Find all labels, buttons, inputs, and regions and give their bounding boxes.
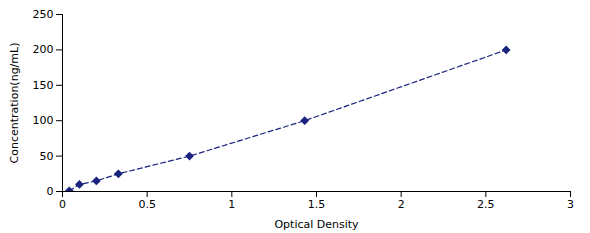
svg-text:50: 50: [40, 150, 54, 163]
svg-text:2: 2: [398, 198, 405, 211]
svg-text:150: 150: [33, 79, 54, 92]
svg-text:250: 250: [33, 8, 54, 21]
svg-text:0: 0: [59, 198, 66, 211]
svg-text:Concentration(ng/mL): Concentration(ng/mL): [8, 43, 21, 164]
svg-text:0: 0: [47, 185, 54, 198]
svg-text:2.5: 2.5: [477, 198, 495, 211]
svg-text:0.5: 0.5: [138, 198, 156, 211]
svg-text:200: 200: [33, 43, 54, 56]
svg-text:Optical Density: Optical Density: [274, 218, 359, 231]
svg-text:1: 1: [228, 198, 235, 211]
svg-text:3: 3: [567, 198, 574, 211]
svg-text:100: 100: [33, 114, 54, 127]
svg-text:1.5: 1.5: [308, 198, 326, 211]
